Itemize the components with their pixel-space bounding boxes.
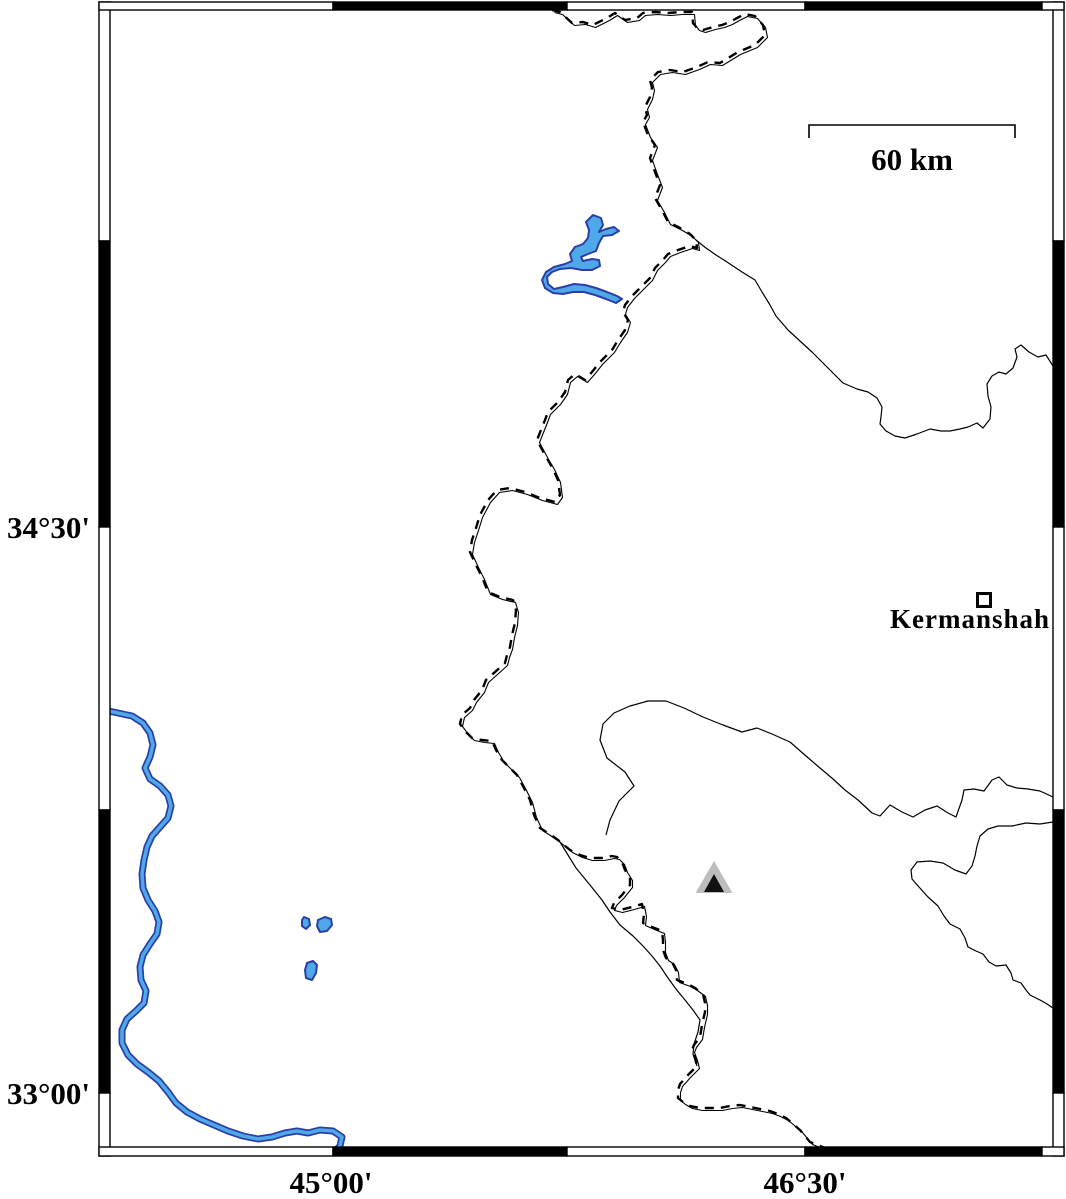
latitude-label-top: 34°30' (7, 510, 90, 545)
border-fork-line (559, 841, 701, 1067)
longitude-label-right: 46°30' (763, 1165, 846, 1199)
longitude-label-left: 45°00' (289, 1165, 372, 1199)
frame-segment (1041, 1, 1065, 11)
frame-segment (98, 240, 111, 528)
frame-segment (98, 1, 334, 11)
pond-west (301, 916, 311, 930)
frame-segment (98, 1, 111, 242)
frame-segment (98, 809, 111, 1094)
frame-segment (566, 1146, 806, 1157)
frame-segment (1052, 809, 1065, 1094)
pond-east (316, 916, 333, 933)
city-label: Kermanshah (890, 604, 1050, 634)
triangle-inner-black (704, 874, 724, 892)
frame-segment (566, 1, 806, 11)
international-border-dashed-line (458, 10, 826, 1147)
lake-darbandikhan (541, 214, 623, 304)
frame-segment (1041, 1146, 1065, 1157)
frame-segment (98, 1146, 334, 1157)
pond-south (304, 960, 318, 981)
frame-segment (98, 526, 111, 811)
boundary-line-lower (910, 821, 1053, 1009)
map-canvas (110, 10, 1053, 1147)
latitude-label-bottom: 33°00' (7, 1076, 90, 1111)
triangle-station-marker (695, 861, 733, 893)
frame-segment (804, 1146, 1043, 1157)
city-square-marker (976, 592, 992, 608)
frame-segment (332, 1, 568, 11)
frame-segment (1052, 240, 1065, 528)
river (110, 709, 344, 1147)
map-frame (98, 1, 1065, 1157)
map-content (110, 10, 1053, 1147)
frame-segment (332, 1146, 568, 1157)
frame-segment (804, 1, 1043, 11)
scale-bar-label: 60 km (871, 142, 953, 177)
frame-segment (1052, 526, 1065, 811)
international-border-solid-line (461, 11, 821, 1147)
boundary-line-upper (695, 239, 1053, 439)
boundary-line-middle (599, 700, 1053, 836)
scale-bar (808, 124, 1016, 138)
frame-segment (1052, 1, 1065, 242)
